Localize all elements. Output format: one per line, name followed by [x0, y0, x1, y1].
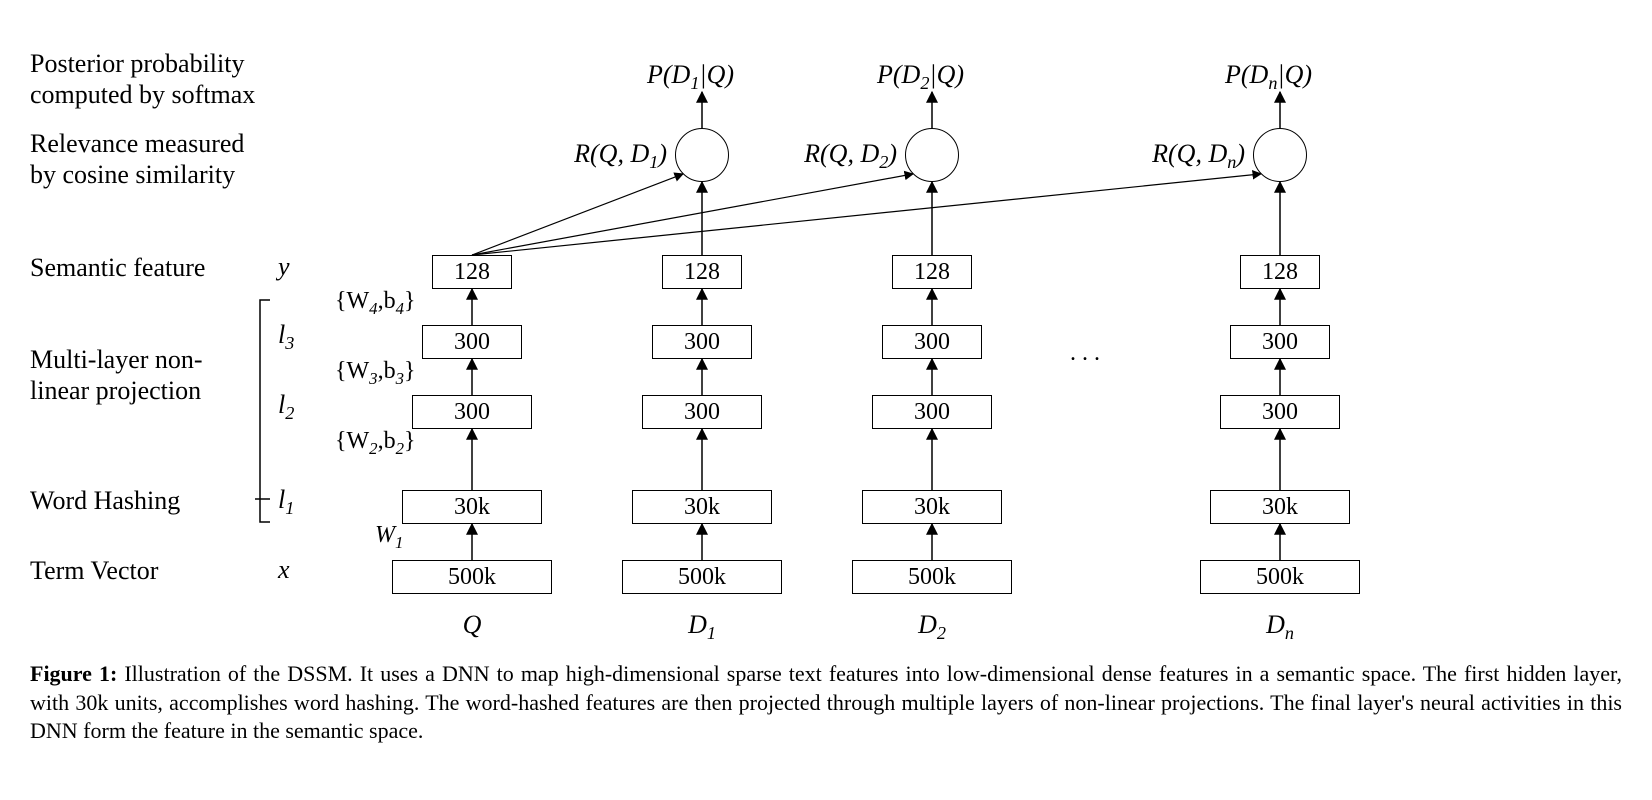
col-label-D1: D1: [662, 610, 742, 644]
sym-y: y: [278, 252, 290, 282]
arrow-x-l1-D2: [926, 524, 938, 560]
box-l3-Dn: 300: [1230, 325, 1330, 359]
arrow-circle-post-Dn: [1274, 92, 1286, 128]
box-y-Dn: 128: [1240, 255, 1320, 289]
w3-b: 3: [369, 369, 377, 388]
w2-d: 2: [396, 439, 404, 458]
arrow-l2-l3-Dn: [1274, 359, 1286, 395]
w4-d: 4: [396, 299, 404, 318]
arrow-l2-l3-D2: [926, 359, 938, 395]
sym-l1-sub: 1: [285, 498, 294, 518]
arrow-x-l1-Q: [466, 524, 478, 560]
w2-c: ,b: [378, 428, 396, 454]
arrow-l1-l2-D2: [926, 429, 938, 490]
box-l2-D2: 300: [872, 395, 992, 429]
box-l2-Q: 300: [412, 395, 532, 429]
bracket-mlp: [255, 300, 275, 522]
box-l2-Dn: 300: [1220, 395, 1340, 429]
w3-a: {W: [335, 358, 369, 384]
weights-w1: W1: [375, 522, 403, 553]
w4-b: 4: [369, 299, 377, 318]
weights-w2: {W2,b2}: [335, 428, 415, 459]
posterior-label-D2: P(D2|Q): [877, 60, 964, 94]
w4-e: }: [404, 288, 416, 314]
box-y-Q: 128: [432, 255, 512, 289]
sym-x: x: [278, 555, 290, 585]
sym-l1: l1: [278, 485, 294, 519]
w4-a: {W: [335, 288, 369, 314]
arrow-y-circle-D2: [926, 182, 938, 255]
w2-b: 2: [369, 439, 377, 458]
sym-l3: l3: [278, 320, 294, 354]
box-l3-Q: 300: [422, 325, 522, 359]
box-y-D1: 128: [662, 255, 742, 289]
label-termvec: Term Vector: [30, 555, 158, 586]
w3-c: ,b: [378, 358, 396, 384]
w1-b: 1: [395, 533, 403, 552]
arrow-l1-l2-D1: [696, 429, 708, 490]
label-mlp: Multi-layer non- linear projection: [30, 344, 203, 406]
w2-e: }: [404, 428, 416, 454]
label-relevance: Relevance measured by cosine similarity: [30, 128, 244, 190]
box-l3-D2: 300: [882, 325, 982, 359]
arrow-l3-y-D2: [926, 289, 938, 325]
arrow-x-l1-Dn: [1274, 524, 1286, 560]
box-x-D2: 500k: [852, 560, 1012, 594]
relevance-label-Dn: R(Q, Dn): [1123, 139, 1245, 173]
box-l1-Q: 30k: [402, 490, 542, 524]
sym-l2: l2: [278, 390, 294, 424]
box-x-D1: 500k: [622, 560, 782, 594]
box-y-D2: 128: [892, 255, 972, 289]
arrow-l1-l2-Dn: [1274, 429, 1286, 490]
box-x-Dn: 500k: [1200, 560, 1360, 594]
arrow-circle-post-D1: [696, 92, 708, 128]
box-l2-D1: 300: [642, 395, 762, 429]
arrow-y-circle-D1: [696, 182, 708, 255]
relevance-label-D2: R(Q, D2): [775, 139, 897, 173]
posterior-label-Dn: P(Dn|Q): [1225, 60, 1312, 94]
col-label-D2: D2: [892, 610, 972, 644]
arrow-y-circle-Dn: [1274, 182, 1286, 255]
w2-a: {W: [335, 428, 369, 454]
box-l1-D2: 30k: [862, 490, 1002, 524]
arrow-l3-y-D1: [696, 289, 708, 325]
arrow-circle-post-D2: [926, 92, 938, 128]
w3-d: 3: [396, 369, 404, 388]
arrow-l3-y-Q: [466, 289, 478, 325]
w4-c: ,b: [378, 288, 396, 314]
sym-l3-sub: 3: [285, 333, 294, 353]
relevance-circle-Dn: [1253, 128, 1307, 182]
arrow-x-l1-D1: [696, 524, 708, 560]
ellipsis: ...: [1070, 340, 1106, 367]
arrow-l3-y-Dn: [1274, 289, 1286, 325]
relevance-circle-D2: [905, 128, 959, 182]
label-posterior: Posterior probability computed by softma…: [30, 48, 255, 110]
col-label-Dn: Dn: [1240, 610, 1320, 644]
col-label-Q: Q: [432, 610, 512, 640]
arrow-l2-l3-Q: [466, 359, 478, 395]
label-wordhash: Word Hashing: [30, 485, 180, 516]
w1-a: W: [375, 522, 395, 548]
arrow-l1-l2-Q: [466, 429, 478, 490]
box-l3-D1: 300: [652, 325, 752, 359]
relevance-circle-D1: [675, 128, 729, 182]
tick-wordhash: [255, 498, 270, 500]
box-x-Q: 500k: [392, 560, 552, 594]
box-l1-Dn: 30k: [1210, 490, 1350, 524]
weights-w3: {W3,b3}: [335, 358, 415, 389]
figure-caption: Figure 1: Illustration of the DSSM. It u…: [30, 660, 1622, 746]
sym-l2-sub: 2: [285, 403, 294, 423]
box-l1-D1: 30k: [632, 490, 772, 524]
caption-body: Illustration of the DSSM. It uses a DNN …: [30, 661, 1622, 743]
weights-w4: {W4,b4}: [335, 288, 415, 319]
relevance-label-D1: R(Q, D1): [545, 139, 667, 173]
label-semantic: Semantic feature: [30, 252, 205, 283]
caption-bold: Figure 1:: [30, 661, 117, 686]
w3-e: }: [404, 358, 416, 384]
posterior-label-D1: P(D1|Q): [647, 60, 734, 94]
arrow-l2-l3-D1: [696, 359, 708, 395]
